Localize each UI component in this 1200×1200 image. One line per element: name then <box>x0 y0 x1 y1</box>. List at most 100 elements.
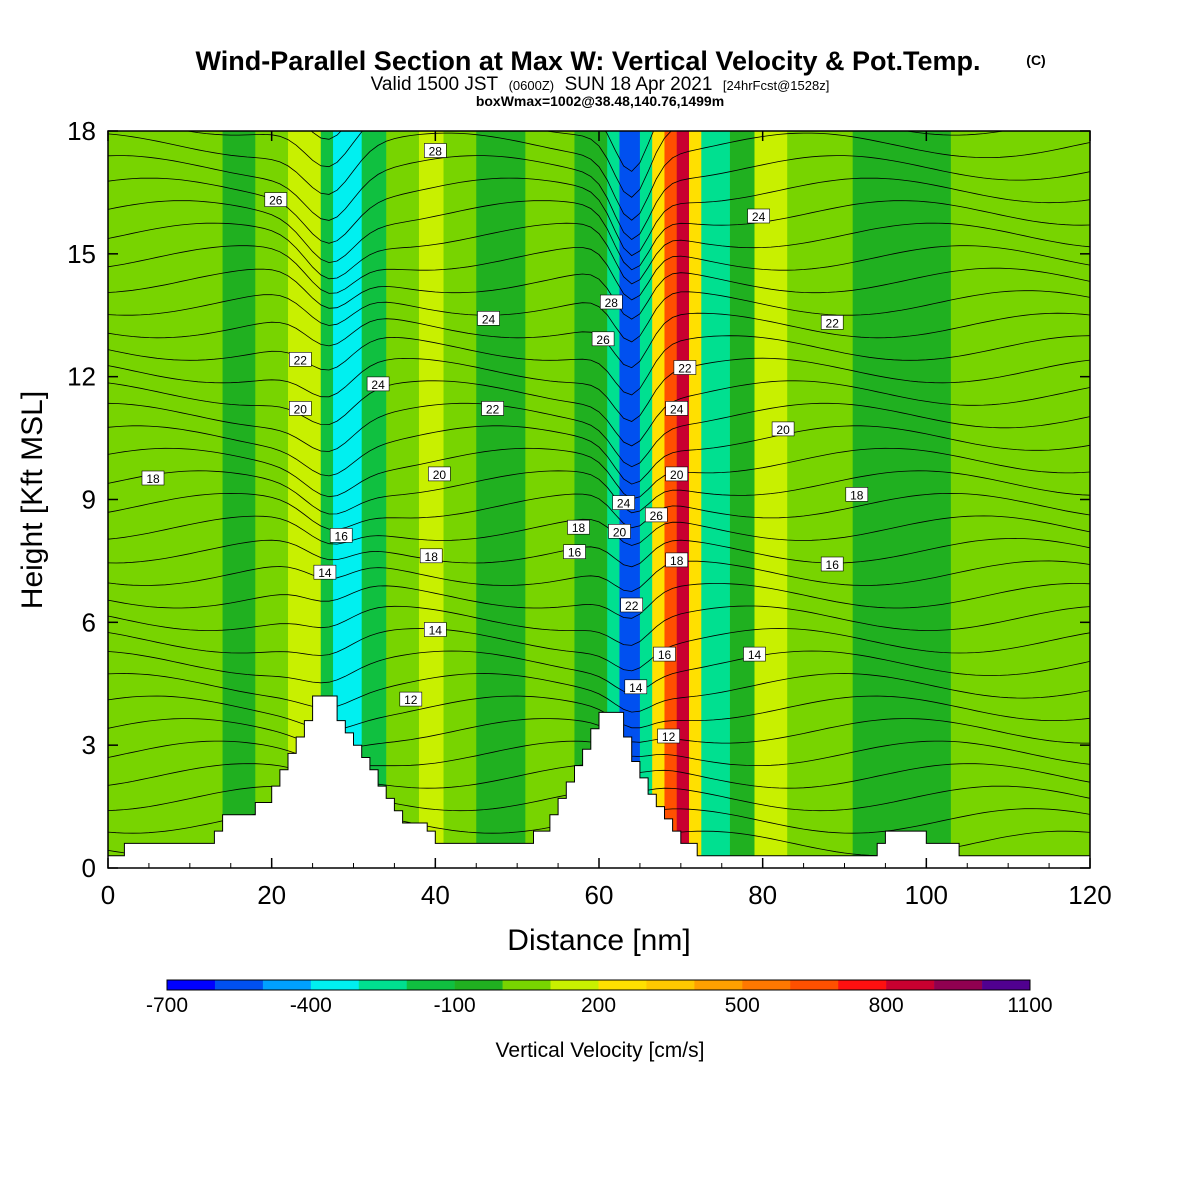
colorbar-tick-label: -400 <box>290 994 332 1017</box>
contour-label-0: 18 <box>141 470 165 486</box>
velocity-band-23 <box>787 131 854 868</box>
velocity-band-21 <box>729 131 755 868</box>
contour-label-text: 22 <box>625 599 639 613</box>
x-tick-label: 80 <box>748 880 777 910</box>
theta-contour-24 <box>108 290 1090 343</box>
contour-label-bg <box>329 528 353 543</box>
velocity-band-15 <box>639 131 653 868</box>
velocity-band-2 <box>255 131 289 868</box>
velocity-band-8 <box>418 131 445 868</box>
colorbar-swatch-4 <box>358 980 408 990</box>
contour-label-text: 24 <box>752 210 766 224</box>
colorbar-label: Vertical Velocity [cm/s] <box>496 1039 705 1062</box>
contour-label-bg <box>599 294 623 310</box>
contour-label-bg <box>653 646 676 662</box>
colorbar-tick-label: 200 <box>581 994 616 1017</box>
contour-label-bg <box>657 728 680 744</box>
contour-label-text: 16 <box>335 529 349 543</box>
contour-label-bg <box>665 466 689 482</box>
velocity-band-10 <box>476 131 526 868</box>
velocity-band-19 <box>689 131 702 868</box>
theta-contour-6 <box>108 695 1090 731</box>
contour-label-text: 18 <box>425 550 439 564</box>
contour-label-bg <box>366 376 390 392</box>
contour-label-bg <box>288 401 312 416</box>
contour-label-text: 24 <box>617 497 631 511</box>
contour-label-bg <box>620 597 644 613</box>
theta-contour-31 <box>108 132 1090 221</box>
contour-label-bg <box>264 192 288 207</box>
velocity-band-25 <box>950 131 1090 868</box>
contour-label-3: 22 <box>288 351 312 367</box>
contour-label-text: 14 <box>629 681 643 695</box>
velocity-band-0 <box>108 131 224 868</box>
contour-label-bg <box>399 691 423 707</box>
contour-label-bg <box>665 552 689 568</box>
contour-label-18: 24 <box>612 495 635 511</box>
theta-contour-15 <box>108 492 1090 530</box>
contour-label-text: 22 <box>294 353 308 367</box>
contour-label-bg <box>644 507 668 523</box>
y-axis-label: Height [Kft MSL] <box>16 391 49 609</box>
contour-label-28: 16 <box>653 646 676 662</box>
theta-contour-28 <box>108 200 1090 271</box>
contour-label-bg <box>481 401 504 416</box>
velocity-band-17 <box>664 131 678 868</box>
theta-contour-25 <box>108 267 1090 320</box>
x-axis-ticks: 0 20 40 60 80 100 120 <box>101 131 1112 910</box>
theta-contour-19 <box>108 402 1090 468</box>
contour-label-text: 18 <box>146 472 160 486</box>
contour-label-34: 14 <box>743 646 766 662</box>
colorbar-tick-label: 1100 <box>1007 994 1052 1017</box>
contour-label-text: 18 <box>670 554 684 568</box>
x-axis-label: Distance [nm] <box>507 924 690 957</box>
boxwmax-line: boxWmax=1002@38.48,140.76,1499m <box>476 93 724 109</box>
x-tick-label: 40 <box>421 880 450 910</box>
theta-contour-9 <box>108 628 1090 672</box>
contour-label-text: 16 <box>658 648 672 662</box>
contour-label-bg <box>591 331 615 347</box>
contour-label-11: 14 <box>313 564 337 580</box>
contour-label-22: 14 <box>624 679 648 695</box>
contour-label-33: 16 <box>820 556 844 572</box>
theta-contour-17 <box>108 447 1090 500</box>
contour-label-bg <box>419 548 443 564</box>
colorbar-tick-label: 800 <box>869 994 904 1017</box>
contour-label-25: 24 <box>665 401 689 416</box>
contour-label-text: 12 <box>662 730 676 744</box>
contour-label-bg <box>673 360 697 375</box>
contour-label-text: 20 <box>294 402 308 416</box>
contour-label-bg <box>567 519 590 535</box>
contour-label-17: 16 <box>563 544 586 560</box>
contour-label-bg <box>665 401 689 416</box>
theta-contour-27 <box>108 222 1090 285</box>
valid-utc: (0600Z) <box>509 78 555 93</box>
colorbar-swatch-5 <box>406 980 455 990</box>
velocity-band-7 <box>386 131 420 868</box>
y-tick-label: 3 <box>82 730 96 760</box>
valid-prefix: Valid 1500 JST <box>371 74 499 95</box>
contour-label-8: 20 <box>428 466 451 482</box>
contour-label-text: 24 <box>670 402 684 416</box>
contour-label-23: 12 <box>657 728 680 744</box>
contour-label-12: 14 <box>423 622 447 638</box>
contour-label-bg <box>423 143 447 158</box>
colorbar-swatch-3 <box>310 980 360 990</box>
contour-label-text: 28 <box>605 296 619 310</box>
contour-label-21: 22 <box>620 597 644 613</box>
colorbar-swatch-2 <box>262 980 312 990</box>
contour-label-6: 24 <box>477 310 500 326</box>
contour-label-24: 22 <box>673 360 697 376</box>
velocity-band-9 <box>443 131 477 868</box>
copyright-mark: (C) <box>1026 52 1045 68</box>
colorbar-tick-label: 500 <box>725 994 760 1017</box>
colorbar-swatch-8 <box>550 980 599 990</box>
velocity-band-24 <box>852 131 952 868</box>
y-tick-label: 15 <box>67 239 96 269</box>
contour-label-bg <box>608 523 631 539</box>
contour-label-bg <box>820 556 844 572</box>
contour-label-text: 14 <box>748 648 762 662</box>
colorbar-swatch-6 <box>454 980 503 990</box>
contour-label-2: 28 <box>423 143 447 159</box>
